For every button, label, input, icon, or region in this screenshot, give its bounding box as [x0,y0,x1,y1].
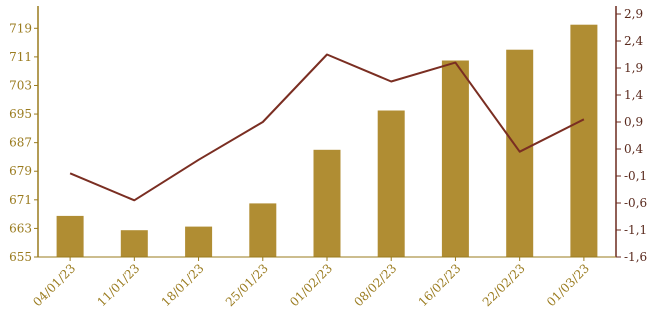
x-axis: 04/01/23 11/01/23 18/01/23 25/01/23 01/02/23… [30,256,616,309]
x-tick-label: 04/01/23 [30,261,78,309]
x-tick-label: 25/01/23 [223,261,271,309]
line-series [69,53,585,202]
right-tick-label: 2,9 [624,7,643,21]
left-tick-label: 703 [9,78,32,92]
x-tick-label: 01/03/23 [544,261,592,309]
bar-series [56,24,598,258]
right-tick-label: 1,9 [624,61,643,75]
bar-01/02/23 [313,149,341,257]
right-tick-label: -1,6 [624,250,647,264]
left-tick-label: 671 [9,193,32,207]
x-tick-label: 01/02/23 [287,261,335,309]
right-tick-label: 1,4 [624,88,643,102]
right-tick-label: 0,4 [624,142,643,156]
left-y-axis: 655 663 671 679 687 695 703 711 719 [9,6,39,264]
left-tick-label: 655 [9,250,32,264]
bar-22/02/23 [506,49,534,258]
x-tick-label: 18/01/23 [159,261,207,309]
left-tick-label: 695 [9,107,32,121]
x-tick-label: 08/02/23 [351,261,399,309]
left-tick-label: 711 [9,50,32,64]
bar-11/01/23 [120,230,148,257]
left-tick-label: 679 [9,164,32,178]
bar-08/02/23 [377,110,405,257]
left-tick-label: 663 [9,221,32,235]
right-tick-label: -0,1 [624,169,647,183]
left-tick-label: 687 [9,136,32,150]
left-tick-label: 719 [9,21,32,35]
x-tick-label: 11/01/23 [94,261,142,309]
bar-04/01/23 [56,215,84,257]
bar-18/01/23 [185,226,213,257]
right-tick-label: 0,9 [624,115,643,129]
bar-25/01/23 [249,203,277,257]
x-tick-label: 16/02/23 [416,261,464,309]
right-tick-label: -1,1 [624,223,647,237]
x-tick-label: 22/02/23 [480,261,528,309]
bar-01/03/23 [570,24,598,258]
right-tick-label: 2,4 [624,34,643,48]
right-y-axis: -1,6 -1,1 -0,6 -0,1 0,4 0,9 1,4 1,9 2,4 2,9 [615,6,647,264]
bar-16/02/23 [441,60,469,257]
right-tick-label: -0,6 [624,196,647,210]
